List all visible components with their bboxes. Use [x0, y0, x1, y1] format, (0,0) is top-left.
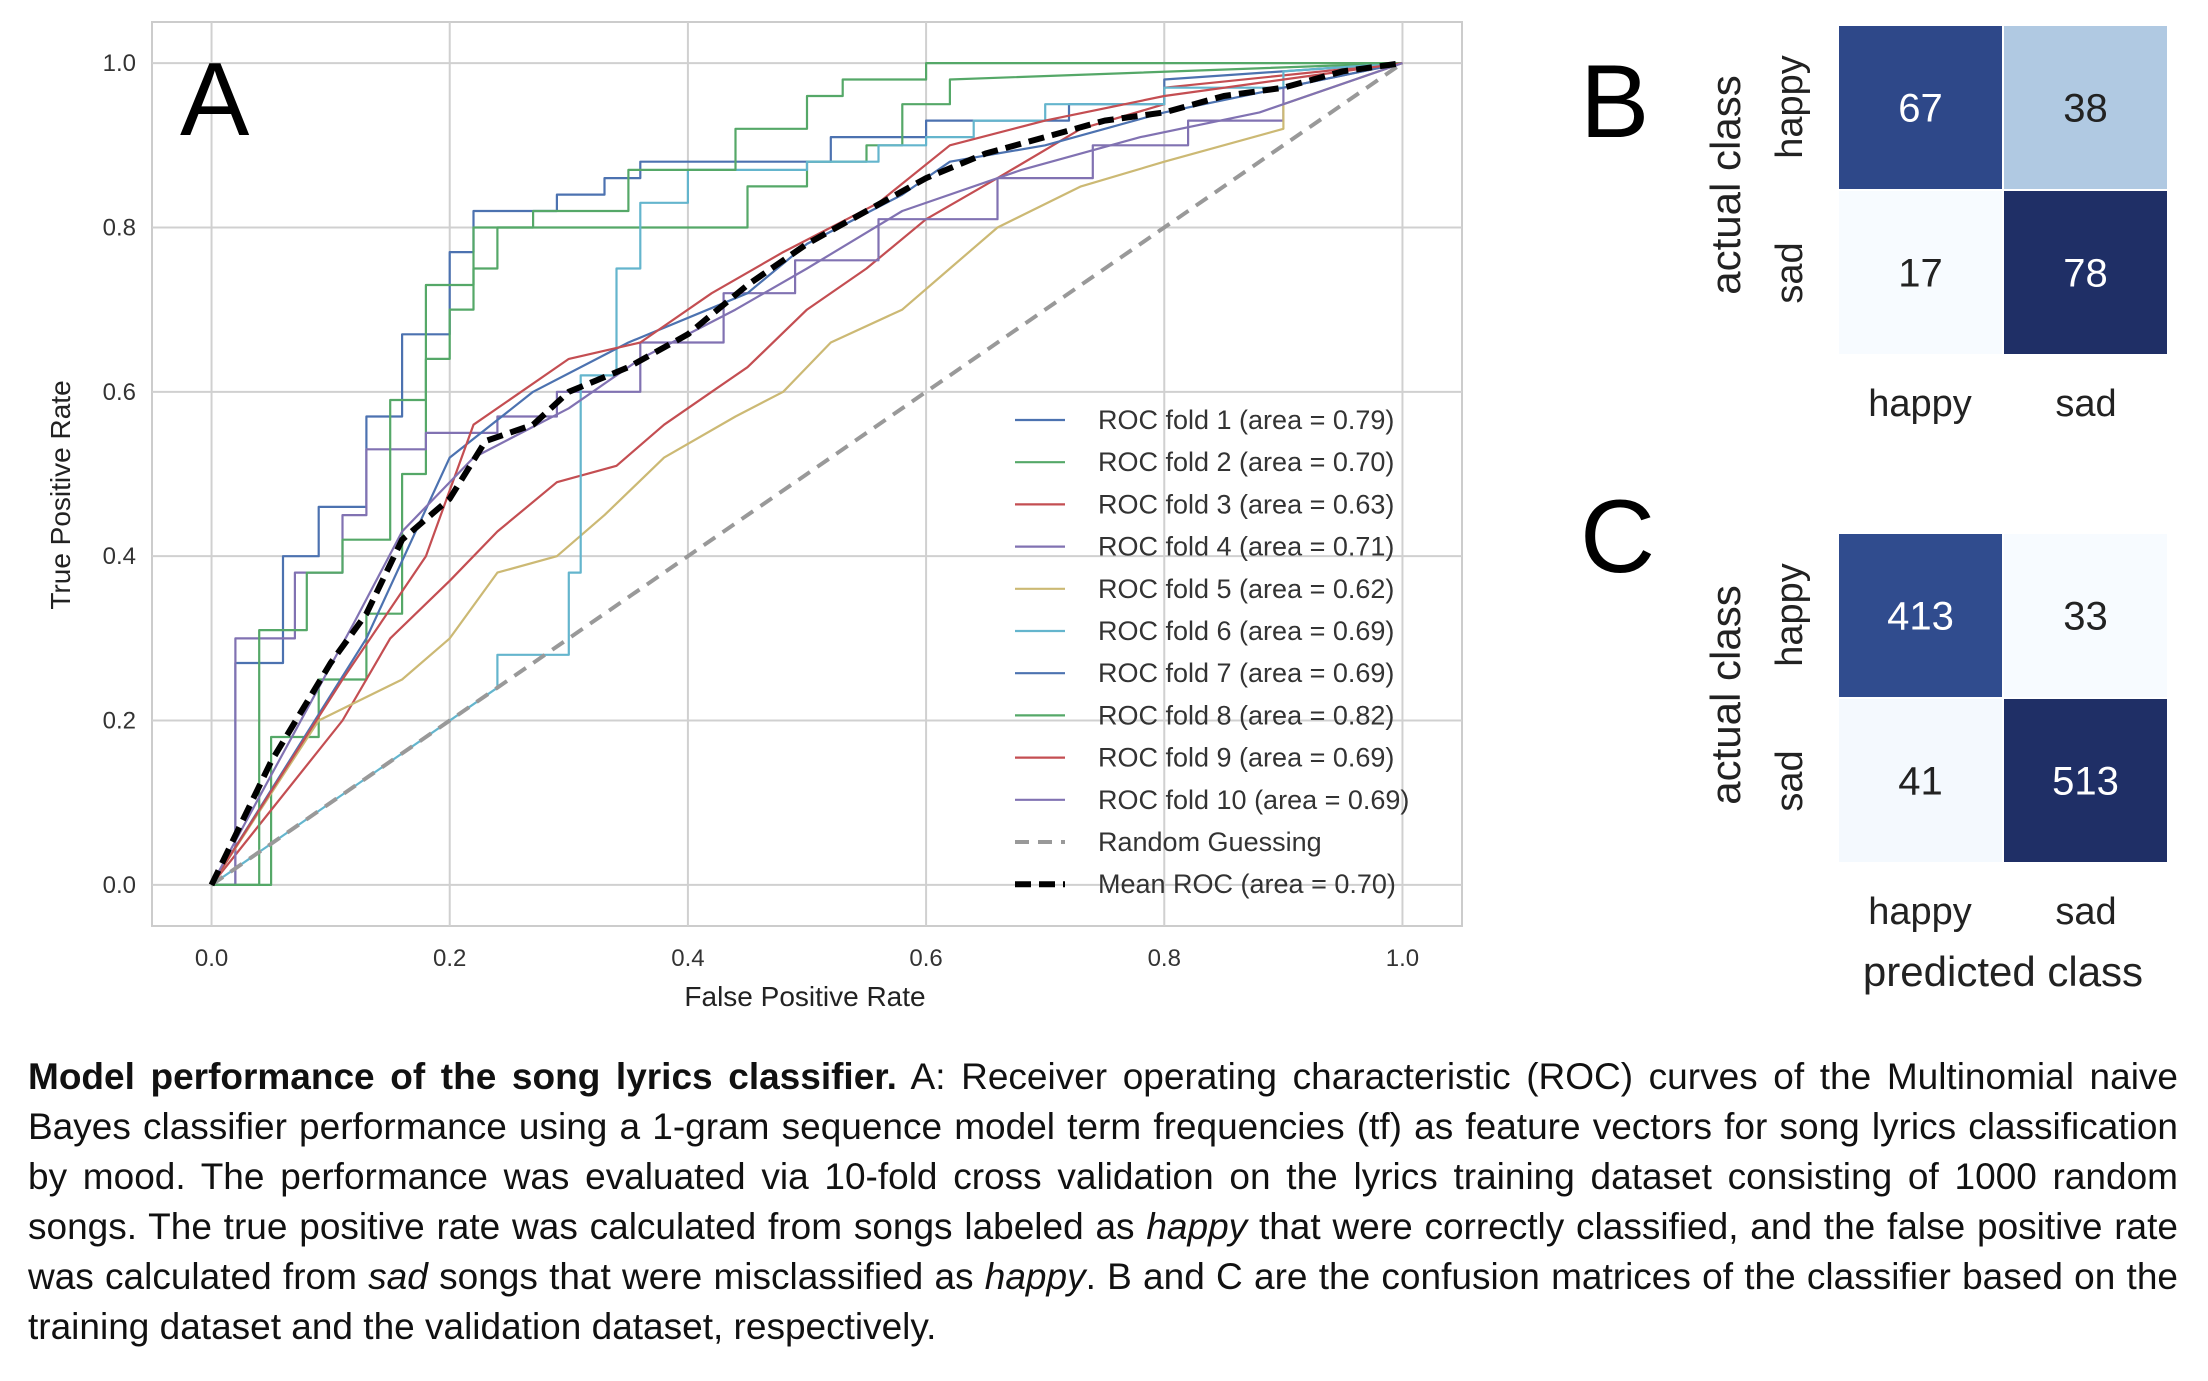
roc-series-8	[211, 61, 1403, 887]
cm-b-cell-1-1	[2002, 189, 2169, 356]
caption-text-1: A: Receiver operating characteristic (RO…	[28, 1056, 2179, 1247]
panel-label-a: A	[180, 42, 250, 158]
cm-b-value-0-0: 67	[1898, 87, 1943, 131]
roc-series-11	[210, 61, 1404, 887]
cm-b-cell-0-0	[1837, 24, 2004, 191]
legend-label-2: ROC fold 2 (area = 0.70)	[1098, 447, 1394, 477]
cm-b-value-0-1: 38	[2063, 87, 2108, 131]
cm-c-row-label-sad: sad	[1769, 750, 1811, 811]
legend-label-10: ROC fold 10 (area = 0.69)	[1098, 785, 1409, 815]
confusion-matrix-c-cells: 413 33 41 513	[1837, 532, 2169, 864]
caption-italic-happy-2: happy	[984, 1256, 1086, 1297]
cm-c-col-label-sad: sad	[2055, 891, 2116, 933]
cm-c-row-label-happy: happy	[1769, 563, 1811, 667]
y-tick-label: 0.6	[103, 379, 136, 406]
cm-b-row-label-sad: sad	[1769, 242, 1811, 303]
y-tick-label: 0.2	[103, 708, 136, 735]
legend-label-7: ROC fold 7 (area = 0.69)	[1098, 658, 1394, 688]
panel-label-c: C	[1580, 479, 1655, 595]
x-tick-label: 0.8	[1148, 945, 1181, 972]
roc-series-2	[211, 62, 1403, 887]
cm-c-value-1-1: 513	[2052, 760, 2119, 804]
cm-b-cell-0-1	[2002, 24, 2169, 191]
cm-c-value-1-0: 41	[1898, 760, 1943, 804]
legend-label-11: Random Guessing	[1098, 827, 1322, 857]
confusion-matrix-b-y-label: actual class	[1702, 75, 1749, 294]
x-tick-label: 0.0	[195, 945, 228, 972]
roc-x-axis-label: False Positive Rate	[684, 981, 925, 1012]
legend-label-3: ROC fold 3 (area = 0.63)	[1098, 489, 1394, 519]
roc-series-6	[210, 62, 1403, 886]
confusion-matrix-c: C 413 33 41 513 actual class happy sad happ…	[1580, 479, 2169, 995]
cm-b-col-label-sad: sad	[2055, 383, 2116, 425]
cm-c-value-0-0: 413	[1887, 595, 1954, 639]
y-tick-label: 0.4	[103, 543, 136, 570]
cm-c-cell-0-0	[1837, 532, 2004, 699]
legend-label-1: ROC fold 1 (area = 0.79)	[1098, 405, 1394, 435]
legend-label-4: ROC fold 4 (area = 0.71)	[1098, 532, 1394, 562]
caption-italic-happy-1: happy	[1146, 1206, 1248, 1247]
roc-curves	[208, 60, 1404, 887]
x-tick-label: 0.4	[671, 945, 704, 972]
confusion-matrix-c-x-label: predicted class	[1863, 948, 2143, 995]
caption-text-2: that were correctly classified, and the …	[28, 1206, 2178, 1297]
confusion-matrix-c-y-label: actual class	[1702, 585, 1749, 804]
roc-series-10	[210, 62, 1403, 886]
cm-b-value-1-1: 78	[2063, 252, 2108, 296]
legend-label-12: Mean ROC (area = 0.70)	[1098, 869, 1396, 899]
caption-text-4: . B and C are the confusion matrices of …	[28, 1256, 2178, 1347]
legend-label-5: ROC fold 5 (area = 0.62)	[1098, 574, 1394, 604]
cm-c-col-label-happy: happy	[1868, 891, 1972, 933]
legend-label-9: ROC fold 9 (area = 0.69)	[1098, 743, 1394, 773]
cm-c-value-0-1: 33	[2063, 595, 2108, 639]
legend-label-6: ROC fold 6 (area = 0.69)	[1098, 616, 1394, 646]
roc-x-ticks: 0.0 0.2 0.4 0.6 0.8 1.0	[195, 945, 1419, 972]
roc-series-5	[210, 62, 1403, 886]
cm-b-value-1-0: 17	[1898, 252, 1943, 296]
y-tick-label: 0.0	[103, 872, 136, 899]
roc-series-7	[210, 62, 1403, 886]
roc-series-3	[210, 62, 1403, 886]
roc-chart: 0.0 0.2 0.4 0.6 0.8 1.0 0.0 0.2 0.4 0.6 0.8 1.0 RO…	[45, 21, 1463, 1012]
roc-y-ticks: 0.0 0.2 0.4 0.6 0.8 1.0	[103, 50, 136, 899]
y-tick-label: 1.0	[103, 50, 136, 77]
y-tick-label: 0.8	[103, 214, 136, 241]
cm-c-cell-1-1	[2002, 697, 2169, 864]
caption-italic-sad: sad	[368, 1256, 428, 1297]
panel-label-b: B	[1580, 44, 1649, 160]
figure: 0.0 0.2 0.4 0.6 0.8 1.0 0.0 0.2 0.4 0.6 0.8 1.0 RO…	[45, 21, 2169, 1012]
cm-b-row-label-happy: happy	[1769, 55, 1811, 159]
confusion-matrix-b-cells: 67 38 17 78	[1837, 24, 2169, 356]
legend-label-8: ROC fold 8 (area = 0.82)	[1098, 700, 1394, 730]
roc-series-9	[210, 62, 1403, 886]
figure-caption: Model performance of the song lyrics cla…	[28, 1052, 2178, 1352]
cm-c-cell-0-1	[2002, 532, 2169, 699]
caption-text-3: songs that were misclassified as	[427, 1256, 985, 1297]
roc-y-axis-label: True Positive Rate	[45, 380, 76, 609]
cm-c-cell-1-0	[1837, 697, 2004, 864]
caption-title: Model performance of the song lyrics cla…	[28, 1056, 897, 1097]
roc-grid	[152, 22, 1462, 926]
cm-b-col-label-happy: happy	[1868, 383, 1972, 425]
roc-legend: ROC fold 1 (area = 0.79) ROC fold 2 (area…	[1015, 405, 1409, 899]
x-tick-label: 0.2	[433, 945, 466, 972]
roc-series-12	[208, 60, 1403, 887]
x-tick-label: 0.6	[909, 945, 942, 972]
x-tick-label: 1.0	[1386, 945, 1419, 972]
